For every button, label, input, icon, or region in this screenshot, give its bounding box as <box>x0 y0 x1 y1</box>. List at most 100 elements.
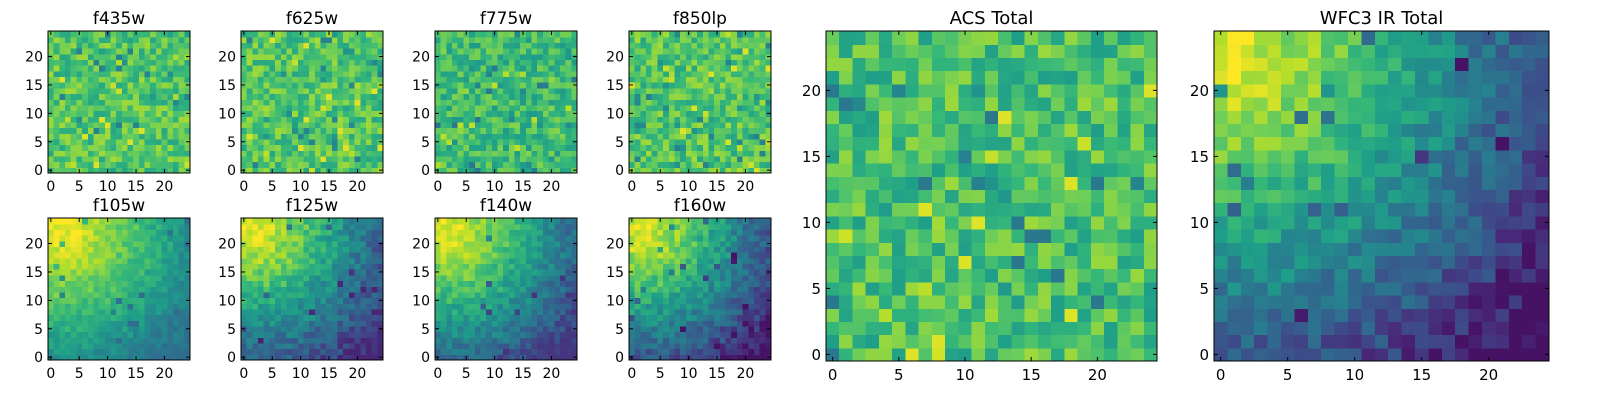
heatmap-cell <box>99 70 106 78</box>
heatmap-cell <box>714 337 721 344</box>
heatmap-cell <box>309 286 316 293</box>
heatmap-cell <box>486 31 493 38</box>
heatmap-cell <box>702 337 710 344</box>
heatmap-cell <box>280 93 288 100</box>
heatmap-cell <box>82 342 89 350</box>
heatmap-cell <box>759 127 766 134</box>
heatmap-cell <box>70 161 77 168</box>
heatmap-cell <box>138 263 146 270</box>
heatmap-cell <box>155 87 163 95</box>
heatmap-cell <box>246 65 253 72</box>
heatmap-cell <box>452 42 459 49</box>
heatmap-cell <box>559 76 567 83</box>
heatmap-cell <box>651 93 658 100</box>
heatmap-cell <box>70 331 77 338</box>
heatmap-cell <box>520 99 527 106</box>
heatmap-cell <box>514 104 521 112</box>
heatmap-cell <box>286 257 293 265</box>
heatmap-cell <box>691 36 698 43</box>
heatmap-cell <box>178 167 185 174</box>
heatmap-cell <box>65 263 72 270</box>
heatmap-cell <box>548 342 555 350</box>
heatmap-cell <box>446 257 453 265</box>
heatmap-cell <box>263 99 270 106</box>
heatmap-cell <box>87 93 95 100</box>
heatmap-cell <box>736 325 744 333</box>
heatmap-cell <box>657 93 664 100</box>
heatmap-cell <box>452 286 459 293</box>
heatmap-cell <box>559 320 567 327</box>
y-tick-label: 10 <box>218 293 236 309</box>
heatmap-cell <box>651 320 658 327</box>
heatmap-cell <box>731 110 738 117</box>
heatmap-cell <box>348 223 356 230</box>
heatmap-cell <box>258 116 265 123</box>
heatmap-cell <box>514 138 521 146</box>
heatmap-cell <box>491 257 499 265</box>
heatmap-cell <box>138 36 146 43</box>
heatmap-cell <box>133 291 140 299</box>
heatmap-cell <box>365 235 373 242</box>
heatmap-cell <box>765 303 772 310</box>
heatmap-cell <box>178 116 185 123</box>
heatmap-cell <box>252 325 259 333</box>
heatmap-cell <box>640 161 647 168</box>
heatmap-cell <box>87 229 95 236</box>
heatmap-cell <box>474 337 482 344</box>
heatmap-cell <box>486 280 493 287</box>
heatmap-cell <box>640 325 647 333</box>
heatmap-cell <box>59 59 66 66</box>
heatmap-cell <box>337 167 344 174</box>
heatmap-cell <box>554 252 561 259</box>
heatmap-cell <box>48 252 55 259</box>
heatmap-cell <box>440 246 447 253</box>
heatmap-cell <box>457 144 464 151</box>
heatmap-cell <box>753 99 761 106</box>
heatmap-cell <box>702 354 710 361</box>
heatmap-cell <box>457 337 464 344</box>
heatmap-cell <box>161 82 168 89</box>
heatmap-cell <box>48 223 55 230</box>
heatmap-cell <box>65 93 72 100</box>
heatmap-cell <box>70 269 77 276</box>
heatmap-cell <box>144 53 151 60</box>
heatmap-cell <box>172 274 180 282</box>
heatmap-cell <box>697 325 704 333</box>
heatmap-cell <box>167 110 174 117</box>
heatmap-cell <box>719 150 727 157</box>
heatmap-cell <box>286 274 293 282</box>
heatmap-cell <box>320 36 327 43</box>
heatmap-cell <box>548 235 555 242</box>
heatmap-cell <box>559 99 567 106</box>
heatmap-cell <box>320 325 327 333</box>
heatmap-cell <box>246 87 253 95</box>
heatmap-cell <box>337 218 344 225</box>
heatmap-cell <box>663 133 670 140</box>
heatmap-cell <box>520 280 527 287</box>
heatmap-cell <box>537 257 544 265</box>
heatmap-cell <box>326 240 333 247</box>
heatmap-cell <box>520 42 527 49</box>
heatmap-cell <box>246 133 253 140</box>
heatmap-cell <box>719 342 727 350</box>
heatmap-cell <box>144 257 151 265</box>
heatmap-cell <box>155 337 163 344</box>
heatmap-cell <box>446 240 453 247</box>
heatmap-cell <box>525 155 533 163</box>
heatmap-cell <box>497 104 504 112</box>
heatmap-cell <box>520 331 527 338</box>
heatmap-cell <box>702 76 710 83</box>
heatmap-cell <box>93 42 100 49</box>
heatmap-cell <box>99 223 106 230</box>
heatmap-cell <box>76 303 83 310</box>
heatmap-cell <box>531 314 538 321</box>
heatmap-cell <box>65 280 72 287</box>
heatmap-cell <box>548 246 555 253</box>
heatmap-cell <box>343 36 350 43</box>
heatmap-cell <box>343 144 350 151</box>
heatmap-cell <box>634 48 641 55</box>
heatmap-cell <box>548 252 555 259</box>
heatmap-cell <box>150 331 157 338</box>
heatmap-cell <box>133 133 140 140</box>
heatmap-cell <box>503 36 510 43</box>
